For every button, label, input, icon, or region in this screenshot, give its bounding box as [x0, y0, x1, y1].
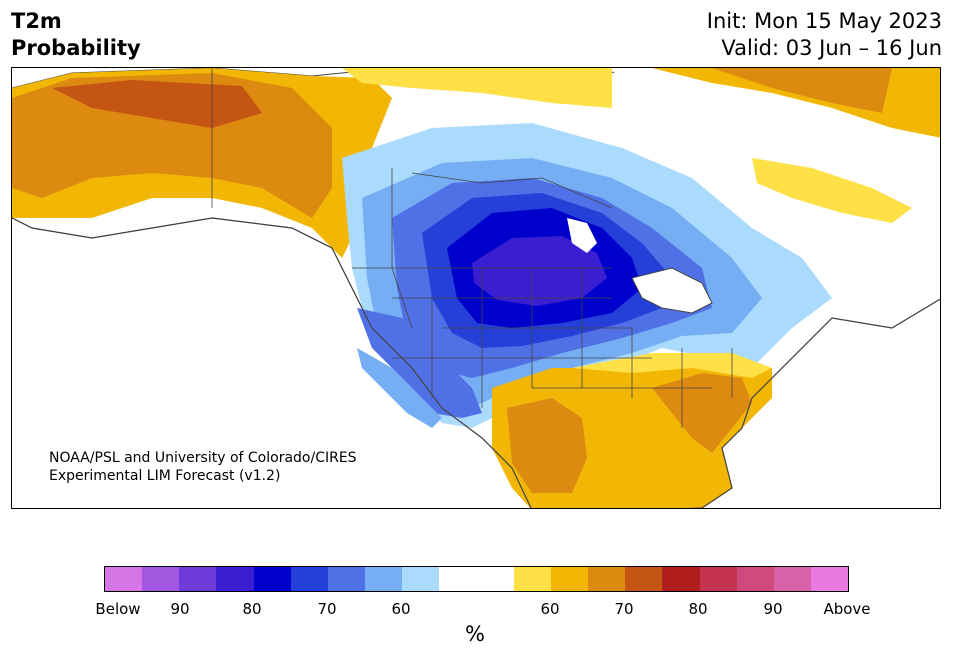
cool-core: [472, 236, 607, 306]
colorbar-swatch: [662, 567, 700, 591]
colorbar-tick-label: 60: [540, 600, 560, 618]
colorbar-swatch: [476, 567, 514, 591]
colorbar-tick-label: Above: [823, 600, 871, 618]
colorbar-swatch: [810, 567, 849, 591]
colorbar-swatch: [327, 567, 366, 591]
warm-core-texas: [507, 398, 587, 493]
colorbar-tick-label: 90: [170, 600, 190, 618]
cool-southwest: [357, 308, 482, 418]
colorbar-tick-label: 60: [391, 600, 411, 618]
data-credit: NOAA/PSL and University of Colorado/CIRE…: [49, 449, 357, 485]
colorbar-swatch: [290, 567, 328, 591]
coastline: [12, 217, 940, 508]
title-subtitle: Probability: [11, 36, 141, 60]
map-title: T2m Probability: [11, 8, 141, 62]
warm-labrador: [752, 158, 912, 223]
colorbar-swatch: [253, 567, 291, 591]
colorbar-swatch: [439, 567, 477, 591]
colorbar: [104, 566, 849, 592]
colorbar-tick-label: 70: [614, 600, 634, 618]
colorbar-swatch: [142, 567, 180, 591]
colorbar-tick-label: 90: [763, 600, 783, 618]
colorbar-swatch: [736, 567, 774, 591]
colorbar-swatch: [588, 567, 626, 591]
forecast-map: [11, 67, 941, 509]
colorbar-swatch: [365, 567, 403, 591]
map-canvas: [12, 68, 940, 508]
warm-greenland-core: [712, 68, 892, 113]
credit-line-1: NOAA/PSL and University of Colorado/CIRE…: [49, 450, 357, 466]
colorbar-swatch: [625, 567, 663, 591]
hudson-lake: [567, 218, 597, 253]
forecast-dates: Init: Mon 15 May 2023 Valid: 03 Jun – 16…: [707, 8, 942, 62]
warm-arctic-strip: [342, 68, 612, 108]
colorbar-swatch: [699, 567, 737, 591]
cool-southwest-edge: [357, 348, 442, 428]
init-date: Init: Mon 15 May 2023: [706, 9, 942, 33]
colorbar-tick-label: 80: [242, 600, 262, 618]
colorbar-swatch: [216, 567, 254, 591]
colorbar-tick-labels: Below 90 80 70 60 60 70 80 90 Above: [0, 600, 953, 620]
political-borders: [211, 68, 733, 428]
colorbar-swatch: [402, 567, 440, 591]
great-lakes: [631, 267, 713, 314]
colorbar-swatch: [550, 567, 589, 591]
colorbar-swatch: [773, 567, 811, 591]
colorbar-swatch: [513, 567, 551, 591]
colorbar-swatch: [105, 567, 143, 591]
title-variable: T2m: [11, 9, 62, 33]
warm-fringe-mid: [572, 353, 772, 378]
colorbar-tick-label: 80: [688, 600, 708, 618]
valid-range: Valid: 03 Jun – 16 Jun: [721, 36, 942, 60]
colorbar-tick-label: Below: [95, 600, 141, 618]
warm-peak-alaska: [52, 80, 262, 128]
colorbar-unit: %: [465, 622, 485, 646]
colorbar-swatch: [179, 567, 217, 591]
colorbar-tick-label: 70: [317, 600, 337, 618]
credit-line-2: Experimental LIM Forecast (v1.2): [49, 468, 281, 484]
warm-core-southeast: [652, 373, 752, 453]
